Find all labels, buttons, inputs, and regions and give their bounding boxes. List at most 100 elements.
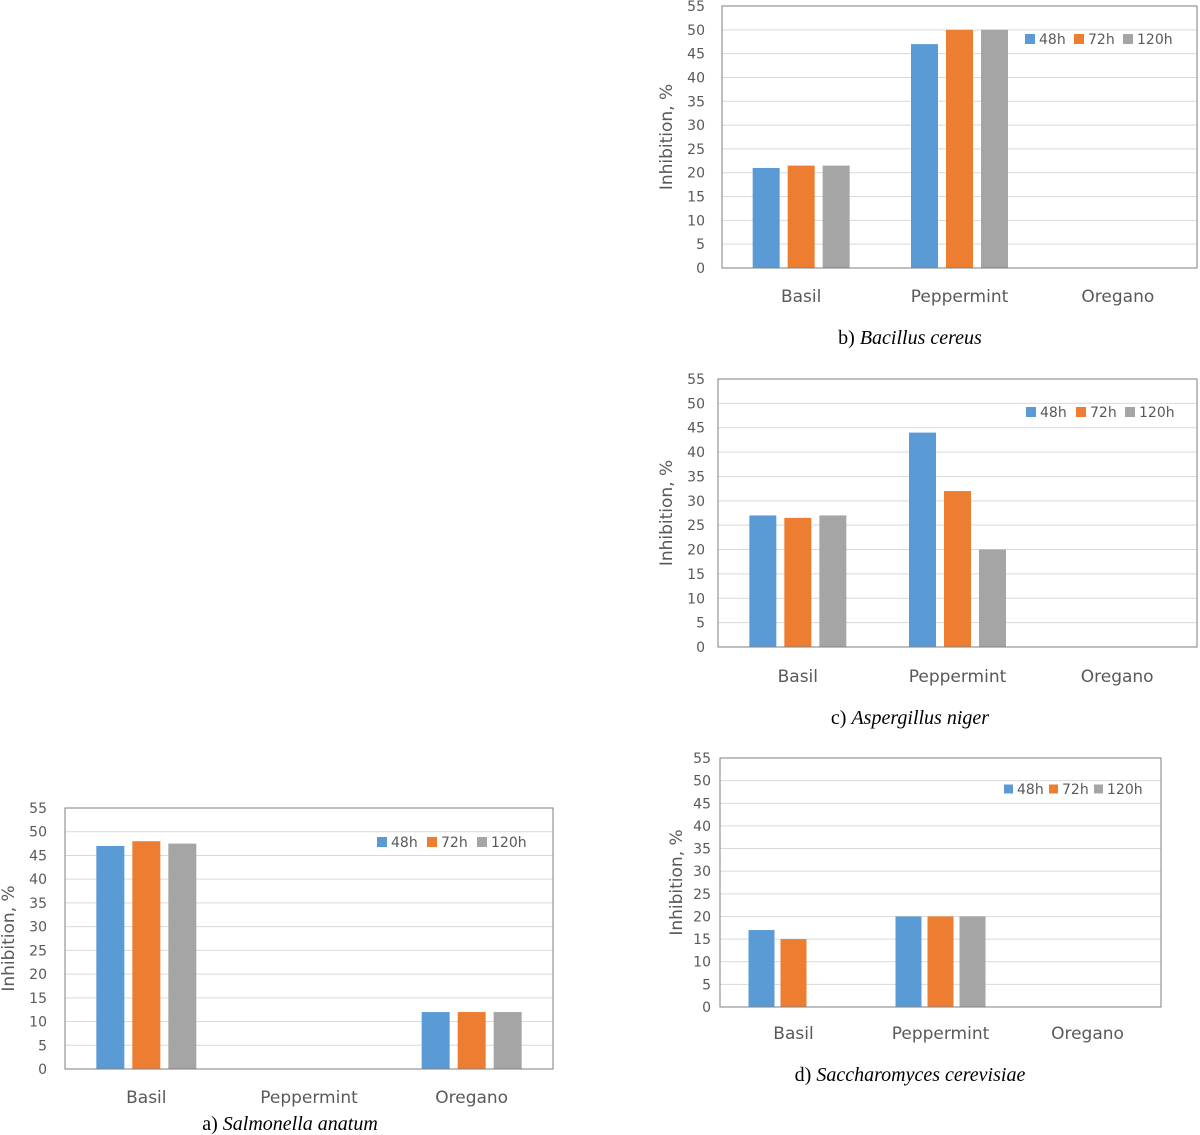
chart-d-bar-basil-48h [748,930,775,1007]
chart-d-legend-label: 48h [1017,782,1044,798]
chart-b-caption-organism: Bacillus cereus [860,327,982,349]
chart-a-y-tick-label: 35 [29,896,47,912]
chart-d-y-tick-label: 5 [702,977,711,993]
chart-d-legend-label: 72h [1062,782,1089,798]
chart-a-y-tick-label: 20 [29,967,47,983]
chart-d-y-tick-label: 40 [693,819,711,835]
chart-a-legend-swatch-120h [477,837,487,847]
chart-c-y-tick-label: 20 [687,543,705,559]
chart-a-category-label: Peppermint [260,1088,358,1108]
chart-a-bar-oregano-120h [493,1012,522,1069]
chart-d-caption-organism: Saccharomyces cerevisiae [816,1064,1025,1086]
chart-d-y-tick-label: 20 [693,909,711,925]
chart-a-y-tick-label: 5 [38,1038,47,1054]
chart-b-bar-peppermint-120h [981,29,1008,269]
chart-a-legend-label: 48h [391,835,418,851]
chart-c-plot-border [717,378,1198,648]
chart-c-legend-swatch-48h [1026,407,1036,417]
chart-b-category-label: Peppermint [911,287,1009,307]
chart-a-category-label: Oregano [435,1088,508,1108]
chart-b-y-tick-label: 50 [687,23,705,39]
chart-c-legend-label: 48h [1040,405,1067,421]
chart-b-y-tick-label: 35 [687,94,705,110]
chart-c-legend-label: 120h [1139,405,1175,421]
chart-a-caption-prefix: a) [202,1113,223,1135]
chart-d-y-tick-label: 15 [693,932,711,948]
chart-c-y-tick-label: 10 [687,591,705,607]
chart-c-caption: c) Aspergillus niger [831,707,989,729]
chart-c-legend-label: 72h [1090,405,1117,421]
chart-c-bar-peppermint-48h [909,432,936,647]
chart-b-y-tick-label: 0 [696,261,705,277]
chart-a-legend-label: 120h [491,835,527,851]
chart-b-bar-peppermint-48h [911,44,938,268]
chart-b-bar-basil-48h [752,167,780,268]
chart-d-y-tick-label: 55 [693,751,711,767]
chart-b-bar-basil-120h [822,165,850,268]
chart-d-bar-peppermint-72h [927,916,954,1007]
chart-c-bar-peppermint-120h [979,549,1006,647]
chart-c-y-tick-label: 40 [687,445,705,461]
chart-b-bar-peppermint-72h [946,29,973,269]
chart-a-plot-border [64,807,554,1070]
chart-b-legend-swatch-120h [1123,34,1133,44]
chart-a-y-tick-label: 10 [29,1015,47,1031]
chart-c-y-tick-label: 35 [687,469,705,485]
chart-a-y-tick-label: 50 [29,825,47,841]
chart-a-bar-basil-48h [96,845,125,1069]
chart-d-y-tick-label: 25 [693,887,711,903]
chart-c-y-axis-label: Inhibition, % [657,460,677,566]
chart-c-legend-swatch-72h [1076,407,1086,417]
chart-d-caption-prefix: d) [795,1064,817,1086]
chart-c-bar-basil-48h [749,515,777,647]
chart-a-bar-basil-72h [132,841,161,1069]
chart-d-y-axis-label: Inhibition, % [667,829,687,935]
chart-c-bar-basil-120h [819,515,847,647]
chart-d-category-label: Oregano [1051,1024,1124,1044]
chart-d-plot-border [719,757,1162,1008]
chart-d-legend-swatch-48h [1004,784,1013,794]
chart-c-category-label: Oregano [1081,667,1154,687]
chart-b-y-tick-label: 45 [687,47,705,63]
chart-b-category-label: Oregano [1081,287,1154,307]
chart-d-bar-peppermint-48h [895,916,922,1007]
chart-b-caption-prefix: b) [838,327,860,349]
chart-c-caption-organism: Aspergillus niger [849,707,989,729]
chart-c-category-label: Basil [778,667,818,687]
chart-c-y-tick-label: 30 [687,494,705,510]
chart-c-y-tick-label: 55 [687,372,705,388]
chart-c-y-tick-label: 50 [687,396,705,412]
chart-a-y-tick-label: 40 [29,872,47,888]
chart-d-legend-swatch-72h [1049,784,1058,794]
chart-a-legend-swatch-48h [377,837,387,847]
chart-b-legend-label: 72h [1088,32,1115,48]
chart-a-y-tick-label: 30 [29,920,47,936]
chart-b-legend-label: 48h [1039,32,1066,48]
chart-d-category-label: Basil [773,1024,813,1044]
chart-c-y-tick-label: 25 [687,518,705,534]
chart-c-y-tick-label: 5 [696,616,705,632]
chart-a-y-tick-label: 55 [29,801,47,817]
chart-a-bar-oregano-72h [457,1012,486,1069]
chart-b-legend-swatch-72h [1074,34,1084,44]
chart-a-y-tick-label: 0 [38,1062,47,1078]
chart-c-category-label: Peppermint [909,667,1007,687]
chart-b-y-tick-label: 5 [696,237,705,253]
chart-c-bar-peppermint-72h [944,491,971,647]
chart-d-caption: d) Saccharomyces cerevisiae [795,1064,1026,1086]
chart-a-bar-oregano-48h [421,1012,450,1069]
chart-c-y-tick-label: 15 [687,567,705,583]
chart-d-bar-peppermint-120h [959,916,986,1007]
chart-d-bar-basil-72h [780,939,807,1007]
chart-b-y-tick-label: 55 [687,0,705,15]
chart-a-bar-basil-120h [168,843,197,1069]
chart-c-y-tick-label: 45 [687,421,705,437]
chart-a-legend-swatch-72h [427,837,437,847]
chart-b-bar-basil-72h [787,165,815,268]
chart-a-y-axis-label: Inhibition, % [0,885,19,991]
chart-d-legend-swatch-120h [1094,784,1103,794]
chart-a-legend-label: 72h [441,835,468,851]
chart-a-category-label: Basil [126,1088,166,1108]
chart-b-y-tick-label: 20 [687,166,705,182]
